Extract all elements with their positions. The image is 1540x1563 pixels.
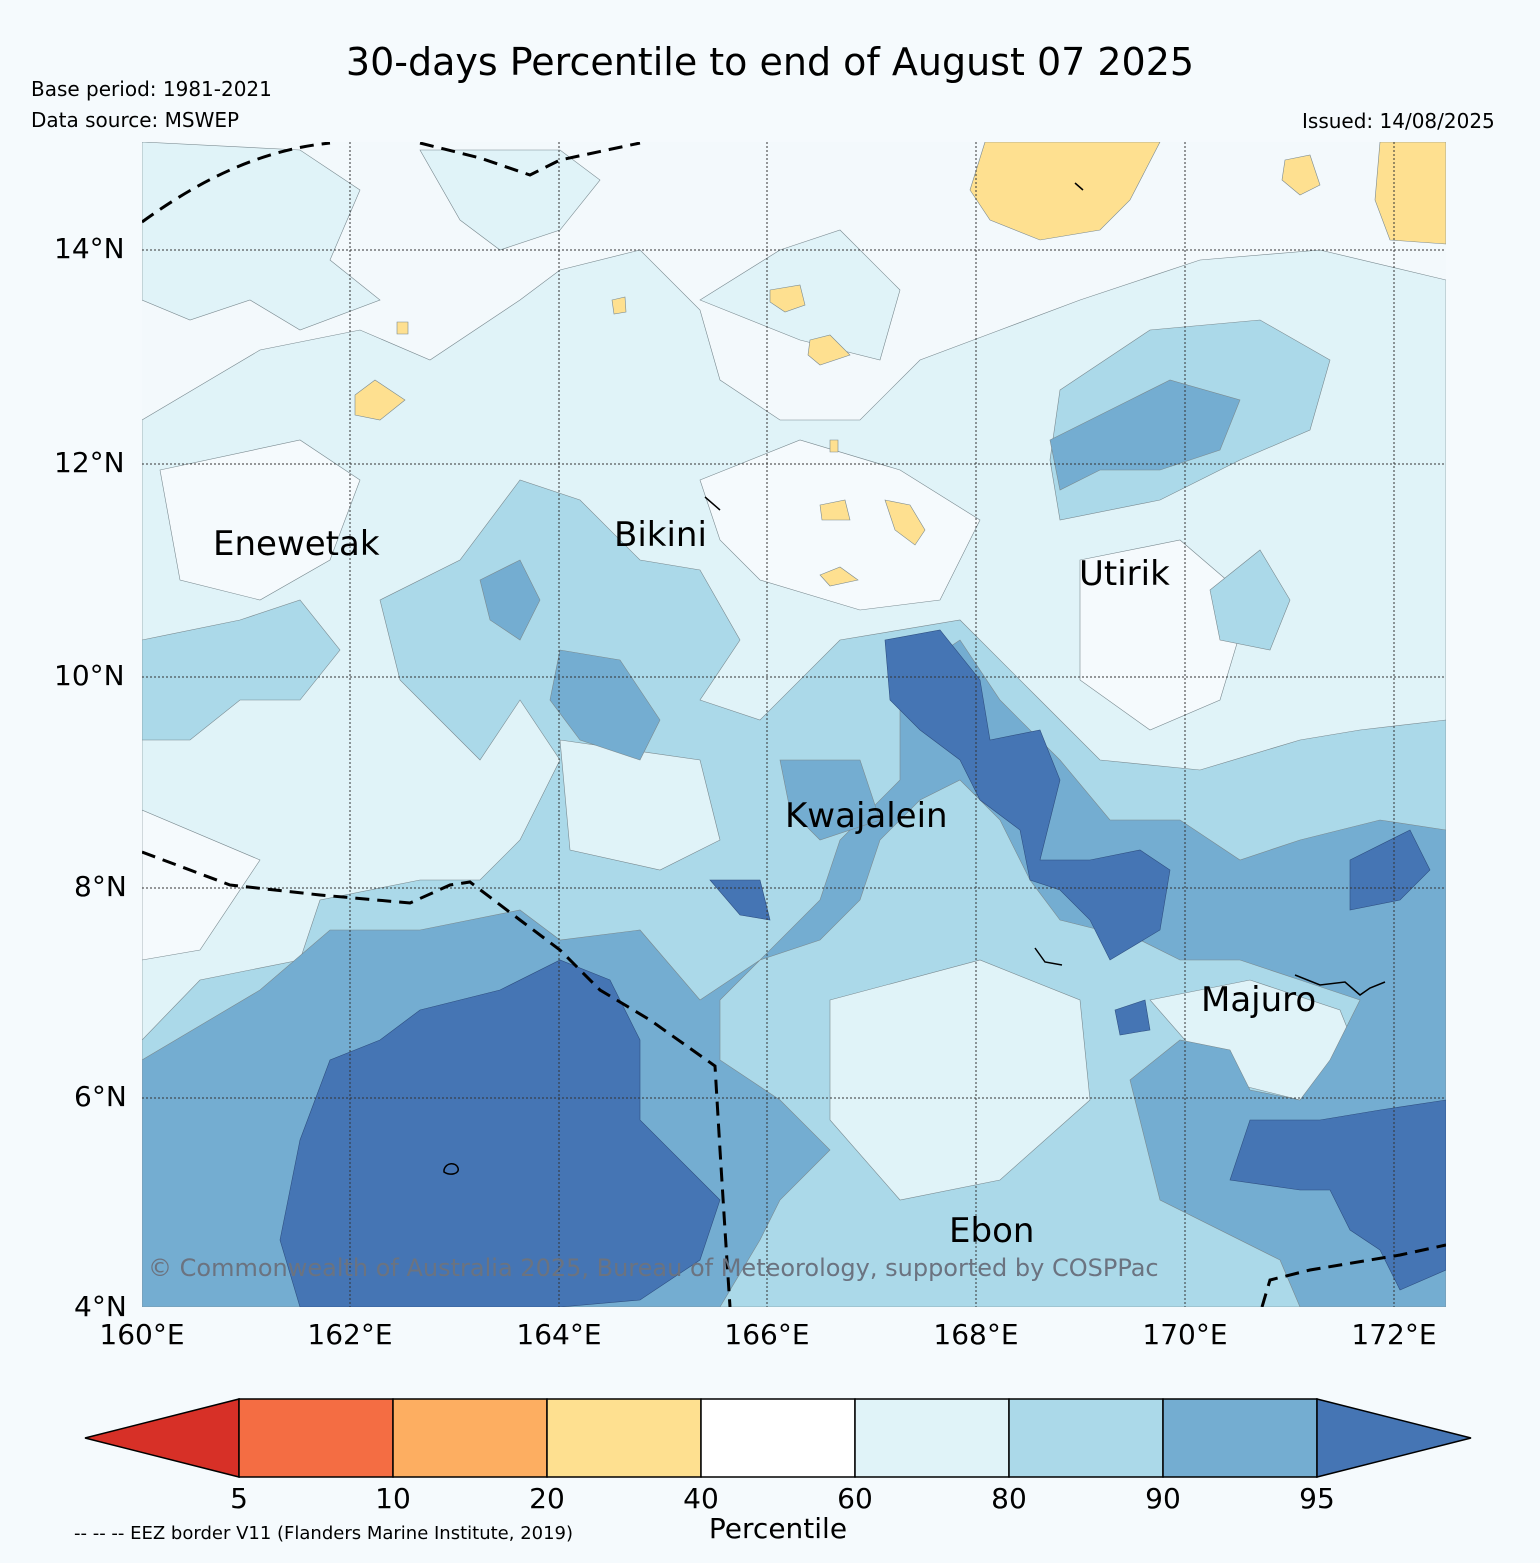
- map-title: 30-days Percentile to end of August 07 2…: [345, 40, 1195, 84]
- colorbar-90-95: [1162, 1398, 1318, 1478]
- colorbar-tick-80: 80: [991, 1482, 1027, 1515]
- percentile-field: [142, 142, 1446, 1307]
- eez-border: [142, 142, 1446, 1307]
- lon-label-164e: 164°E: [516, 1318, 602, 1351]
- lat-label-8n: 8°N: [74, 870, 127, 903]
- colorbar-tick-90: 90: [1145, 1482, 1181, 1515]
- lat-label-6n: 6°N: [74, 1080, 127, 1113]
- copyright-notice: © Commonwealth of Australia 2025, Bureau…: [148, 1254, 1159, 1282]
- lon-label-172e: 172°E: [1351, 1318, 1437, 1351]
- eez-legend-note: -- -- -- EEZ border V11 (Flanders Marine…: [74, 1523, 574, 1544]
- colorbar-tick-5: 5: [230, 1482, 248, 1515]
- lon-label-162e: 162°E: [307, 1318, 393, 1351]
- colorbar-5-10: [238, 1398, 394, 1478]
- colorbar: [84, 1398, 1472, 1478]
- colorbar-tick-10: 10: [375, 1482, 411, 1515]
- colorbar-10-20: [392, 1398, 548, 1478]
- place-majuro: Majuro: [1201, 980, 1317, 1020]
- colorbar-below-5: [84, 1398, 240, 1478]
- place-utirik: Utirik: [1079, 554, 1170, 594]
- lat-label-4n: 4°N: [74, 1290, 127, 1323]
- lon-label-160e: 160°E: [99, 1318, 185, 1351]
- colorbar-40-60: [700, 1398, 856, 1478]
- lon-label-166e: 166°E: [724, 1318, 810, 1351]
- base-period: Base period: 1981-2021: [31, 77, 272, 101]
- data-source: Data source: MSWEP: [31, 108, 240, 132]
- colorbar-tick-95: 95: [1299, 1482, 1335, 1515]
- place-enewetak: Enewetak: [213, 524, 380, 564]
- colorbar-tick-20: 20: [529, 1482, 565, 1515]
- lat-label-12n: 12°N: [54, 446, 125, 479]
- colorbar-tick-60: 60: [837, 1482, 873, 1515]
- colorbar-tick-40: 40: [683, 1482, 719, 1515]
- place-ebon: Ebon: [949, 1211, 1035, 1251]
- colorbar-20-40: [546, 1398, 702, 1478]
- issued-date: Issued: 14/08/2025: [1302, 109, 1495, 133]
- lat-label-14n: 14°N: [54, 232, 125, 265]
- colorbar-above-95: [1316, 1398, 1472, 1478]
- lat-label-10n: 10°N: [54, 659, 125, 692]
- colorbar-80-90: [1008, 1398, 1164, 1478]
- lon-label-170e: 170°E: [1142, 1318, 1228, 1351]
- lon-label-168e: 168°E: [933, 1318, 1019, 1351]
- place-bikini: Bikini: [614, 515, 707, 555]
- place-kwajalein: Kwajalein: [785, 796, 948, 836]
- colorbar-title: Percentile: [708, 1512, 848, 1545]
- island-outlines: [443, 182, 1386, 1175]
- graticule: [142, 142, 1446, 1307]
- colorbar-60-80: [854, 1398, 1010, 1478]
